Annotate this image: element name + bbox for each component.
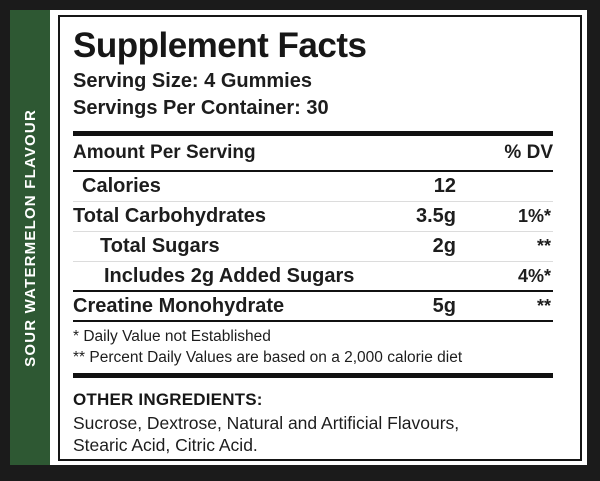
divider-thick-top — [73, 131, 553, 136]
serving-size: Serving Size: 4 Gummies — [73, 70, 312, 92]
nutrient-label: Creatine Monohydrate — [73, 294, 285, 317]
nutrient-label: Includes 2g Added Sugars — [104, 264, 355, 287]
serving-info: Serving Size: 4 Gummies Servings Per Con… — [73, 68, 553, 122]
panel-content: Supplement Facts Serving Size: 4 Gummies… — [60, 17, 580, 464]
supplement-facts-panel: Supplement Facts Serving Size: 4 Gummies… — [58, 15, 582, 461]
other-ingredients-body: Sucrose, Dextrose, Natural and Artificia… — [73, 413, 460, 455]
nutrient-amount: 5g — [432, 294, 456, 317]
footnotes: * Daily Value not Established ** Percent… — [73, 322, 553, 373]
nutrient-dv: ** — [536, 236, 551, 256]
nutrient-amount: 2g — [432, 235, 456, 257]
nutrient-row-total-sugars: Total Sugars 2g ** — [73, 232, 553, 262]
nutrient-label: Calories — [82, 175, 161, 197]
divider-thick-bottom — [73, 373, 553, 378]
nutrient-label: Total Carbohydrates — [73, 205, 266, 227]
footnote-daily-value: * Daily Value not Established — [73, 328, 271, 345]
nutrient-row-added-sugars: Includes 2g Added Sugars 4%* — [73, 262, 553, 292]
nutrient-row-calories: Calories 12 — [73, 172, 553, 202]
nutrient-label: Total Sugars — [100, 235, 220, 257]
flavor-label: SOUR WATERMELON FLAVOUR — [21, 108, 39, 367]
percent-dv-header: % DV — [504, 142, 553, 163]
amount-per-serving-header: Amount Per Serving — [73, 142, 256, 163]
flavor-sidebar: SOUR WATERMELON FLAVOUR — [10, 10, 50, 465]
other-ingredients-heading: OTHER INGREDIENTS: — [73, 390, 263, 409]
nutrient-row-creatine-monohydrate: Creatine Monohydrate 5g ** — [73, 292, 553, 322]
footnote-percent-dv: ** Percent Daily Values are based on a 2… — [73, 349, 463, 366]
nutrient-amount: 3.5g — [415, 205, 456, 227]
other-ingredients-section: OTHER INGREDIENTS: Sucrose, Dextrose, Na… — [73, 389, 553, 456]
nutrient-row-total-carbohydrates: Total Carbohydrates 3.5g 1%* — [73, 202, 553, 232]
nutrient-dv: 4%* — [517, 265, 551, 286]
nutrient-dv: 1%* — [517, 206, 551, 226]
facts-title: Supplement Facts — [73, 26, 367, 65]
nutrient-amount: 12 — [433, 175, 456, 197]
table-header-row: Amount Per Serving % DV — [73, 136, 553, 172]
servings-per-container: Servings Per Container: 30 — [73, 97, 329, 119]
label-inner: SOUR WATERMELON FLAVOUR Supplement Facts… — [10, 10, 587, 465]
nutrient-dv: ** — [536, 295, 551, 316]
